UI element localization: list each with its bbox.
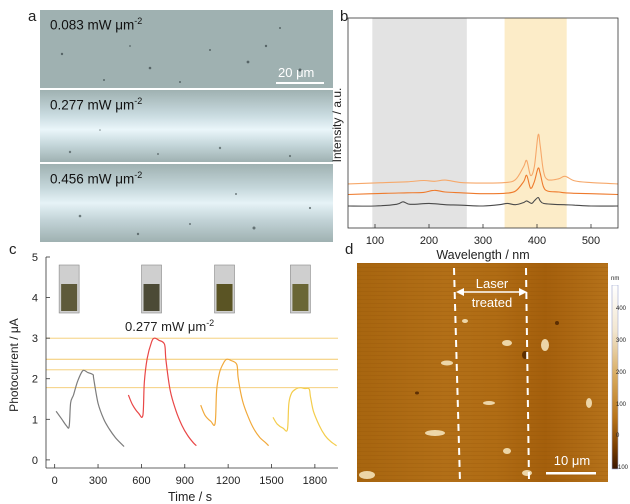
colorbar-tick-5: -100 <box>616 465 629 471</box>
photocurrent-ytick-label-5: 5 <box>32 252 38 264</box>
colorbar-unit: nm <box>611 276 620 282</box>
micrograph-3-texture <box>40 164 333 242</box>
power-label-1: 0.083 mW μm-2 <box>50 16 143 33</box>
spectra-xlabel: Wavelength / nm <box>436 248 529 262</box>
panel-letter-b: b <box>340 8 349 25</box>
photocurrent-xlabel: Time / s <box>168 490 212 504</box>
spectra-series-2 <box>347 196 619 207</box>
arrow-head-right-icon <box>519 288 527 296</box>
spectra-series-0 <box>347 133 619 185</box>
spectra-xtick-label-1: 200 <box>420 235 438 247</box>
photocurrent-xtick-label-4: 1200 <box>216 475 240 487</box>
cuvette-photo-3 <box>290 264 311 314</box>
photocurrent-xtick-label-0: 0 <box>52 475 58 487</box>
colorbar-tick-2: 200 <box>616 369 627 376</box>
colorbar-tick-3: 100 <box>616 401 627 408</box>
cuvette-photo-2 <box>214 264 235 314</box>
scale-bar-label-a: 20 μm <box>278 65 315 80</box>
photocurrent-series-3 <box>272 387 337 447</box>
photocurrent-annotation: 0.277 mW μm-2 <box>125 318 214 334</box>
micrograph-3: 0.456 mW μm-2 <box>40 164 333 242</box>
photocurrent-ylabel: Photocurrent / μA <box>7 318 21 412</box>
spectra-ylabel: Intensity / a.u. <box>330 88 344 163</box>
cuvette-photo-1 <box>141 264 162 314</box>
afm-scale-bar <box>546 472 596 475</box>
photocurrent-ytick-label-4: 4 <box>32 293 38 305</box>
panel-letter-d: d <box>345 241 354 258</box>
colorbar-tick-0: 400 <box>616 306 627 313</box>
photocurrent-xtick-label-1: 300 <box>89 475 107 487</box>
micrograph-2-texture <box>40 90 333 162</box>
photocurrent-ytick-label-1: 1 <box>32 414 38 426</box>
spectra-xtick-label-3: 400 <box>528 235 546 247</box>
photocurrent-xtick-label-3: 900 <box>176 475 194 487</box>
photocurrent-ytick-label-0: 0 <box>32 455 38 467</box>
spectra-xtick-label-2: 300 <box>474 235 492 247</box>
laser-label-top: Laser <box>475 276 509 291</box>
afm-height-map <box>357 263 608 482</box>
micrograph-2: 0.277 mW μm-2 <box>40 90 333 162</box>
cuvette-photo-0 <box>58 264 80 314</box>
panel-letter-a: a <box>28 8 37 25</box>
laser-treated-label: Laser treated <box>457 276 527 310</box>
photocurrent-series-0 <box>55 369 125 447</box>
photocurrent-xtick-label-5: 1500 <box>259 475 283 487</box>
afm-colorbar <box>611 285 619 470</box>
spectra-chart: 100 200 300 400 500 Wavelength / nm Intensit… <box>330 17 619 262</box>
power-label-2: 0.277 mW μm-2 <box>50 96 143 113</box>
colorbar-tick-4: 0 <box>616 433 620 440</box>
spectra-band-1 <box>504 18 567 228</box>
afm-image: Laser treated 10 μm <box>357 263 608 482</box>
afm-scale-bar-label: 10 μm <box>553 453 591 468</box>
photocurrent-xtick-label-6: 1800 <box>303 475 327 487</box>
photocurrent-series-1 <box>127 337 197 447</box>
scale-bar-a <box>276 82 324 84</box>
spectra-xtick-label-4: 500 <box>582 235 600 247</box>
micrograph-1: 0.083 mW μm-2 20 μm <box>40 10 333 88</box>
panel-letter-c: c <box>9 241 17 258</box>
micrograph-1-texture <box>40 10 333 88</box>
laser-label-bottom: treated <box>471 295 513 310</box>
power-label-3: 0.456 mW μm-2 <box>50 170 143 187</box>
spectra-series-1 <box>347 167 619 196</box>
photocurrent-series-2 <box>200 358 270 447</box>
spectra-xtick-label-0: 100 <box>366 235 384 247</box>
photocurrent-xtick-label-2: 600 <box>132 475 150 487</box>
photocurrent-ytick-label-3: 3 <box>32 333 38 345</box>
arrow-head-left-icon <box>456 288 464 296</box>
photocurrent-chart: 0 1 2 3 4 5 0 300 600 900 1200 1500 1800 0.277 mW μm… <box>7 252 338 504</box>
colorbar-tick-1: 300 <box>616 338 627 345</box>
spectra-band-0 <box>372 18 467 228</box>
photocurrent-ytick-label-2: 2 <box>32 374 38 386</box>
